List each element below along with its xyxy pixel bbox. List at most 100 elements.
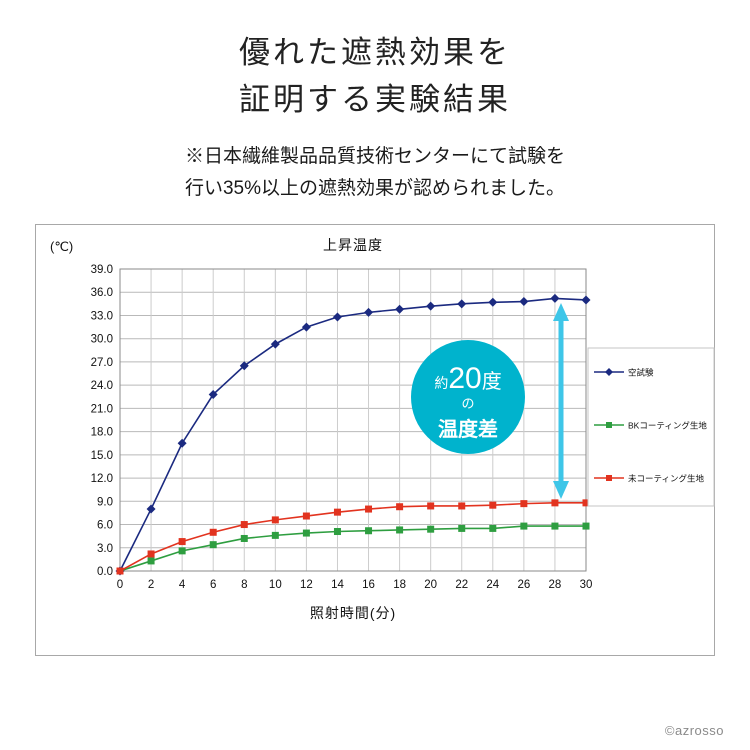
page-title-line1: 優れた遮熱効果を [239, 35, 511, 71]
x-tick-label: 20 [424, 579, 437, 591]
y-tick-label: 24.0 [91, 380, 113, 392]
x-tick-label: 10 [269, 579, 282, 591]
series-marker-1 [551, 522, 559, 530]
legend-label-0: 空試験 [628, 368, 654, 378]
x-tick-label: 22 [455, 579, 468, 591]
y-tick-label: 36.0 [91, 287, 113, 299]
series-line-1 [119, 525, 586, 572]
y-tick-label: 30.0 [91, 334, 113, 346]
series-marker-0 [488, 297, 498, 307]
series-marker-2 [147, 550, 155, 558]
y-tick-label: 33.0 [91, 310, 113, 322]
plot-border [119, 268, 587, 572]
series-line-0 [119, 297, 587, 572]
copyright: ©azrosso [664, 723, 724, 738]
x-tick-label: 4 [179, 579, 186, 591]
series-marker-1 [240, 534, 248, 542]
series-marker-2 [302, 512, 310, 520]
series-marker-2 [240, 521, 248, 529]
series-marker-2 [178, 538, 186, 546]
legend-label-1: BKコーティング生地 [628, 421, 707, 431]
series-marker-2 [551, 499, 559, 507]
page-subtitle-line2: 行い35%以上の遮熱効果が認められました。 [184, 178, 566, 200]
x-tick-label: 28 [549, 579, 562, 591]
y-tick-label: 3.0 [97, 543, 113, 555]
x-tick-label: 16 [362, 579, 375, 591]
y-tick-label: 12.0 [91, 473, 113, 485]
x-tick-label: 24 [486, 579, 499, 591]
diff-arrow-head-bottom [553, 481, 569, 499]
series-marker-1 [458, 524, 466, 532]
series-marker-0 [239, 361, 249, 371]
page-subtitle-line1: ※日本繊維製品品質技術センターにて試験を [184, 146, 565, 167]
series-marker-2 [333, 508, 341, 516]
x-tick-label: 18 [393, 579, 406, 591]
x-tick-label: 26 [517, 579, 530, 591]
series-marker-2 [520, 500, 528, 508]
y-tick-label: 0.0 [97, 566, 113, 578]
x-tick-label: 6 [210, 579, 216, 591]
series-marker-0 [177, 438, 187, 448]
y-tick-label: 15.0 [91, 450, 113, 462]
y-tick-label: 39.0 [91, 264, 113, 276]
series-marker-0 [301, 322, 311, 332]
legend-marker-0 [605, 368, 613, 376]
annotation-value: 約20度 [434, 362, 501, 395]
series-marker-1 [427, 525, 435, 533]
series-marker-0 [550, 293, 560, 303]
page-title-line2: 証明する実験結果 [239, 81, 511, 118]
series-marker-1 [365, 527, 373, 535]
series-marker-1 [178, 547, 186, 555]
diff-arrow-head-top [553, 303, 569, 321]
legend-marker-1 [606, 422, 612, 428]
legend-marker-2 [606, 475, 612, 481]
series-marker-0 [581, 295, 591, 305]
x-tick-label: 30 [580, 579, 593, 591]
x-tick-label: 8 [241, 579, 247, 591]
series-marker-0 [146, 504, 156, 514]
annotation-particle: の [461, 396, 474, 411]
series-marker-1 [209, 541, 217, 549]
series-marker-2 [209, 528, 217, 536]
series-marker-0 [395, 304, 405, 314]
series-marker-2 [582, 499, 590, 507]
series-marker-2 [271, 516, 279, 524]
annotation-label: 温度差 [438, 417, 498, 441]
series-marker-1 [333, 528, 341, 536]
series-marker-2 [458, 502, 466, 510]
series-marker-1 [489, 524, 497, 532]
series-marker-1 [302, 529, 310, 537]
series-marker-0 [519, 297, 529, 307]
x-tick-label: 12 [300, 579, 313, 591]
series-marker-2 [427, 502, 435, 510]
series-marker-2 [489, 501, 497, 509]
series-marker-1 [582, 522, 590, 530]
series-marker-0 [332, 312, 342, 322]
y-tick-label: 9.0 [97, 496, 113, 508]
chart-title: 上昇温度 [323, 237, 383, 253]
series-marker-0 [208, 389, 218, 399]
x-tick-label: 0 [117, 579, 123, 591]
page-title: 優れた遮熱効果を 証明する実験結果 [0, 30, 750, 123]
annotation-circle [411, 340, 525, 454]
y-tick-label: 27.0 [91, 357, 113, 369]
legend-label-2: 未コーティング生地 [628, 474, 704, 484]
y-tick-label: 18.0 [91, 427, 113, 439]
x-tick-label: 14 [331, 579, 344, 591]
y-axis-unit-label: (℃) [50, 239, 74, 254]
series-marker-0 [457, 299, 467, 309]
y-tick-label: 6.0 [97, 520, 113, 532]
series-marker-0 [270, 339, 280, 349]
series-marker-2 [116, 567, 124, 575]
series-marker-1 [271, 531, 279, 539]
series-marker-1 [147, 557, 155, 565]
x-axis-label: 照射時間(分) [309, 605, 397, 621]
x-tick-label: 2 [148, 579, 154, 591]
series-line-2 [119, 502, 586, 572]
y-tick-label: 21.0 [91, 403, 113, 415]
page-subtitle: ※日本繊維製品品質技術センターにて試験を 行い35%以上の遮熱効果が認められました… [0, 141, 750, 206]
chart-panel: 0.0 3.0 6.0 9.0 12.0 15.0 18.0 21.0 24.0 27.0 30.0… [35, 224, 715, 656]
series-marker-1 [520, 522, 528, 530]
series-marker-2 [396, 503, 404, 511]
